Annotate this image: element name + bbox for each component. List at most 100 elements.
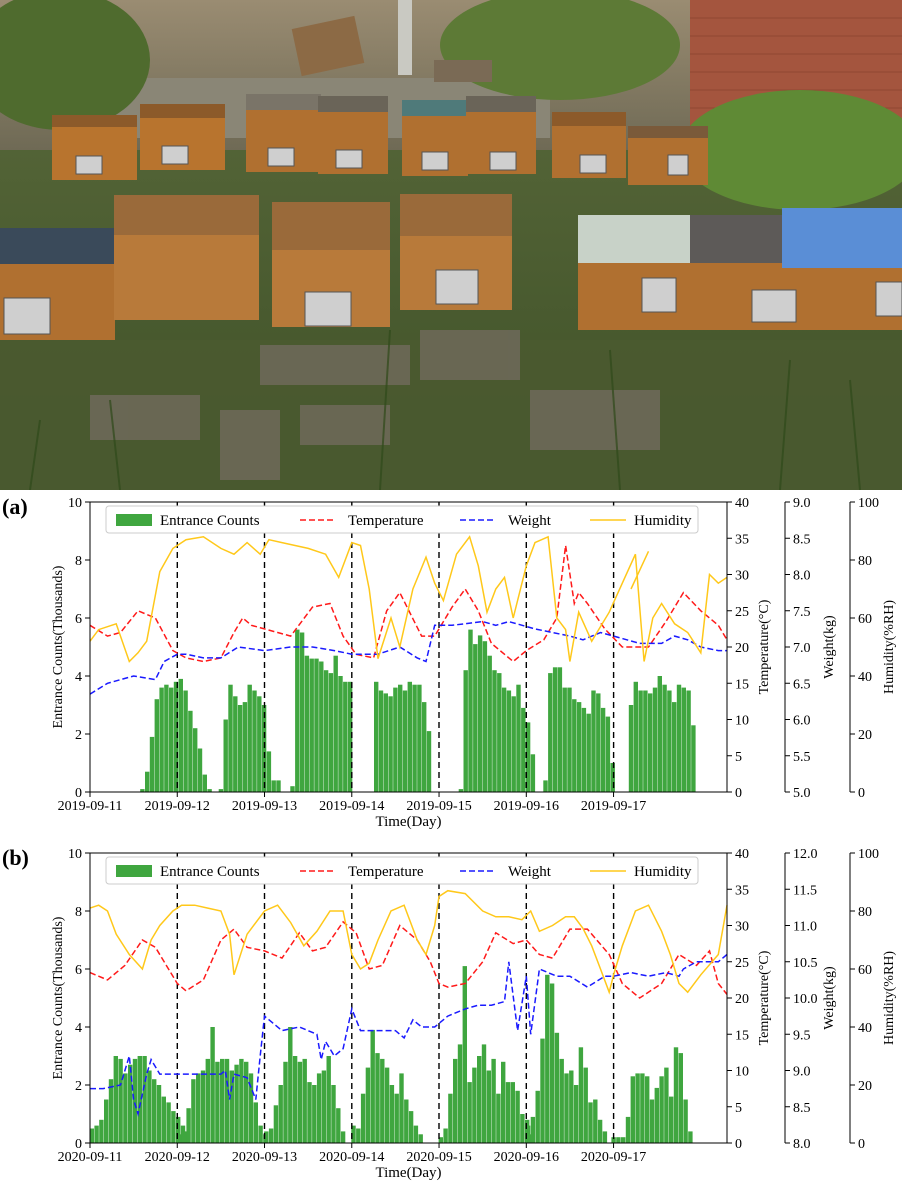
entrance-count-bar bbox=[302, 1058, 307, 1143]
right-axis-tick-label: 11.5 bbox=[793, 883, 817, 898]
legend: Entrance Counts Temperature Weight Humidity bbox=[105, 505, 699, 534]
entrance-count-bar bbox=[616, 1137, 621, 1143]
entrance-count-bar bbox=[234, 1064, 239, 1143]
entrance-count-bar bbox=[669, 1096, 674, 1143]
entrance-count-bar bbox=[394, 1093, 399, 1143]
entrance-count-bar bbox=[652, 687, 658, 792]
right-axis-label: Weight(kg) bbox=[822, 966, 837, 1030]
right-axis-label: Humidity(%RH) bbox=[882, 600, 897, 694]
right-axis-tick-label: 7.0 bbox=[793, 641, 811, 656]
right-axis-label: Humidity(%RH) bbox=[882, 951, 897, 1045]
entrance-count-bar bbox=[191, 1079, 196, 1143]
entrance-count-bar bbox=[552, 667, 558, 792]
chart-panel-a: (a) 0 2 4 6 8 10 Entrance Counts(Thousands) 0 5 10… bbox=[2, 494, 897, 830]
entrance-count-bar bbox=[443, 1128, 448, 1143]
entrance-count-bar bbox=[290, 786, 295, 792]
entrance-count-bar bbox=[147, 1070, 152, 1143]
right-axis-tick-label: 8.0 bbox=[793, 569, 811, 584]
entrance-count-bar bbox=[557, 667, 563, 792]
entrance-count-bar bbox=[215, 1061, 220, 1143]
entrance-count-bar bbox=[676, 684, 682, 792]
entrance-count-bar bbox=[261, 705, 267, 792]
panel-label: (b) bbox=[2, 845, 29, 870]
entrance-count-bar bbox=[295, 629, 300, 792]
entrance-count-bar bbox=[562, 687, 567, 792]
right-axis-tick-label: 5.5 bbox=[793, 750, 811, 765]
entrance-count-bar bbox=[530, 1116, 536, 1143]
entrance-count-bar bbox=[389, 1085, 395, 1143]
entrance-count-bar bbox=[535, 1090, 540, 1143]
entrance-count-bar bbox=[525, 1125, 531, 1143]
left-axis-tick-label: 10 bbox=[68, 496, 82, 511]
right-axis-tick-label: 100 bbox=[858, 496, 879, 511]
right-axis-label: Temperature(°C) bbox=[757, 950, 772, 1045]
entrance-count-bar bbox=[154, 699, 159, 792]
x-axis-tick-label: 2019-09-17 bbox=[581, 799, 646, 814]
entrance-count-bar bbox=[521, 707, 526, 792]
entrance-count-bar bbox=[370, 1029, 375, 1143]
entrance-count-bar bbox=[462, 966, 467, 1143]
entrance-count-bar bbox=[540, 1038, 545, 1143]
entrance-count-bar bbox=[593, 1099, 598, 1143]
entrance-count-bar bbox=[164, 684, 169, 792]
entrance-count-bar bbox=[578, 1047, 584, 1143]
entrance-count-bar bbox=[380, 1058, 385, 1143]
entrance-count-bar bbox=[554, 1032, 560, 1143]
legend-label: Weight bbox=[508, 513, 552, 529]
entrance-count-bar bbox=[638, 690, 643, 792]
entrance-count-bar bbox=[384, 1067, 390, 1143]
right-axis-tick-label: 10 bbox=[735, 714, 749, 729]
x-axis-tick-label: 2020-09-16 bbox=[494, 1150, 559, 1165]
entrance-count-bar bbox=[321, 1070, 327, 1143]
entrance-count-bar bbox=[200, 1070, 206, 1143]
entrance-count-bar bbox=[426, 731, 432, 792]
entrance-count-bar bbox=[137, 1056, 142, 1143]
x-axis-tick-label: 2019-09-16 bbox=[494, 799, 559, 814]
entrance-count-bar bbox=[176, 1116, 181, 1143]
weight-line bbox=[90, 953, 728, 1117]
entrance-count-bar bbox=[89, 1128, 94, 1143]
entrance-count-bar bbox=[347, 681, 353, 792]
legend-label: Humidity bbox=[634, 513, 692, 529]
entrance-count-bar bbox=[559, 1058, 564, 1143]
left-axis-label: Entrance Counts(Thousands) bbox=[51, 916, 66, 1079]
entrance-count-bar bbox=[496, 1093, 501, 1143]
entrance-count-bar bbox=[691, 725, 696, 792]
right-axis-tick-label: 8.0 bbox=[793, 1137, 811, 1152]
entrance-count-bar bbox=[564, 1073, 569, 1143]
entrance-count-bar bbox=[333, 655, 338, 792]
entrance-count-bar bbox=[343, 681, 348, 792]
entrance-count-bar bbox=[223, 719, 228, 792]
left-axis-tick-label: 10 bbox=[68, 847, 82, 862]
entrance-count-bar bbox=[487, 655, 492, 792]
entrance-count-bar bbox=[681, 687, 686, 792]
entrance-count-bar bbox=[197, 748, 203, 792]
entrance-count-bar bbox=[169, 687, 174, 792]
right-axis-tick-label: 9.0 bbox=[793, 1065, 811, 1080]
entrance-count-bar bbox=[278, 1085, 283, 1143]
entrance-count-bar bbox=[472, 1067, 477, 1143]
x-axis-tick-label: 2020-09-11 bbox=[58, 1150, 123, 1165]
entrance-count-bar bbox=[643, 690, 648, 792]
entrance-count-bar bbox=[654, 1087, 659, 1143]
left-axis-tick-label: 4 bbox=[75, 1021, 82, 1036]
entrance-count-bar bbox=[530, 754, 536, 792]
entrance-count-bar bbox=[378, 690, 384, 792]
x-axis-tick-label: 2020-09-13 bbox=[232, 1150, 297, 1165]
entrance-count-bar bbox=[288, 1027, 293, 1143]
entrance-count-bar bbox=[686, 690, 691, 792]
entrance-count-bar bbox=[633, 681, 638, 792]
entrance-count-bar bbox=[193, 728, 198, 792]
entrance-count-bar bbox=[276, 780, 281, 792]
legend-label: Entrance Counts bbox=[160, 864, 260, 880]
entrance-count-bar bbox=[418, 1134, 423, 1143]
entrance-count-bar bbox=[683, 1099, 688, 1143]
entrance-count-bar bbox=[314, 658, 319, 792]
entrance-count-bar bbox=[505, 1082, 511, 1143]
weight-line bbox=[89, 620, 727, 695]
entrance-count-bar bbox=[228, 684, 233, 792]
x-axis-tick-label: 2019-09-11 bbox=[58, 799, 123, 814]
entrance-count-bar bbox=[145, 771, 150, 792]
right-axis-tick-label: 25 bbox=[735, 956, 749, 971]
humidity-line bbox=[89, 535, 728, 663]
